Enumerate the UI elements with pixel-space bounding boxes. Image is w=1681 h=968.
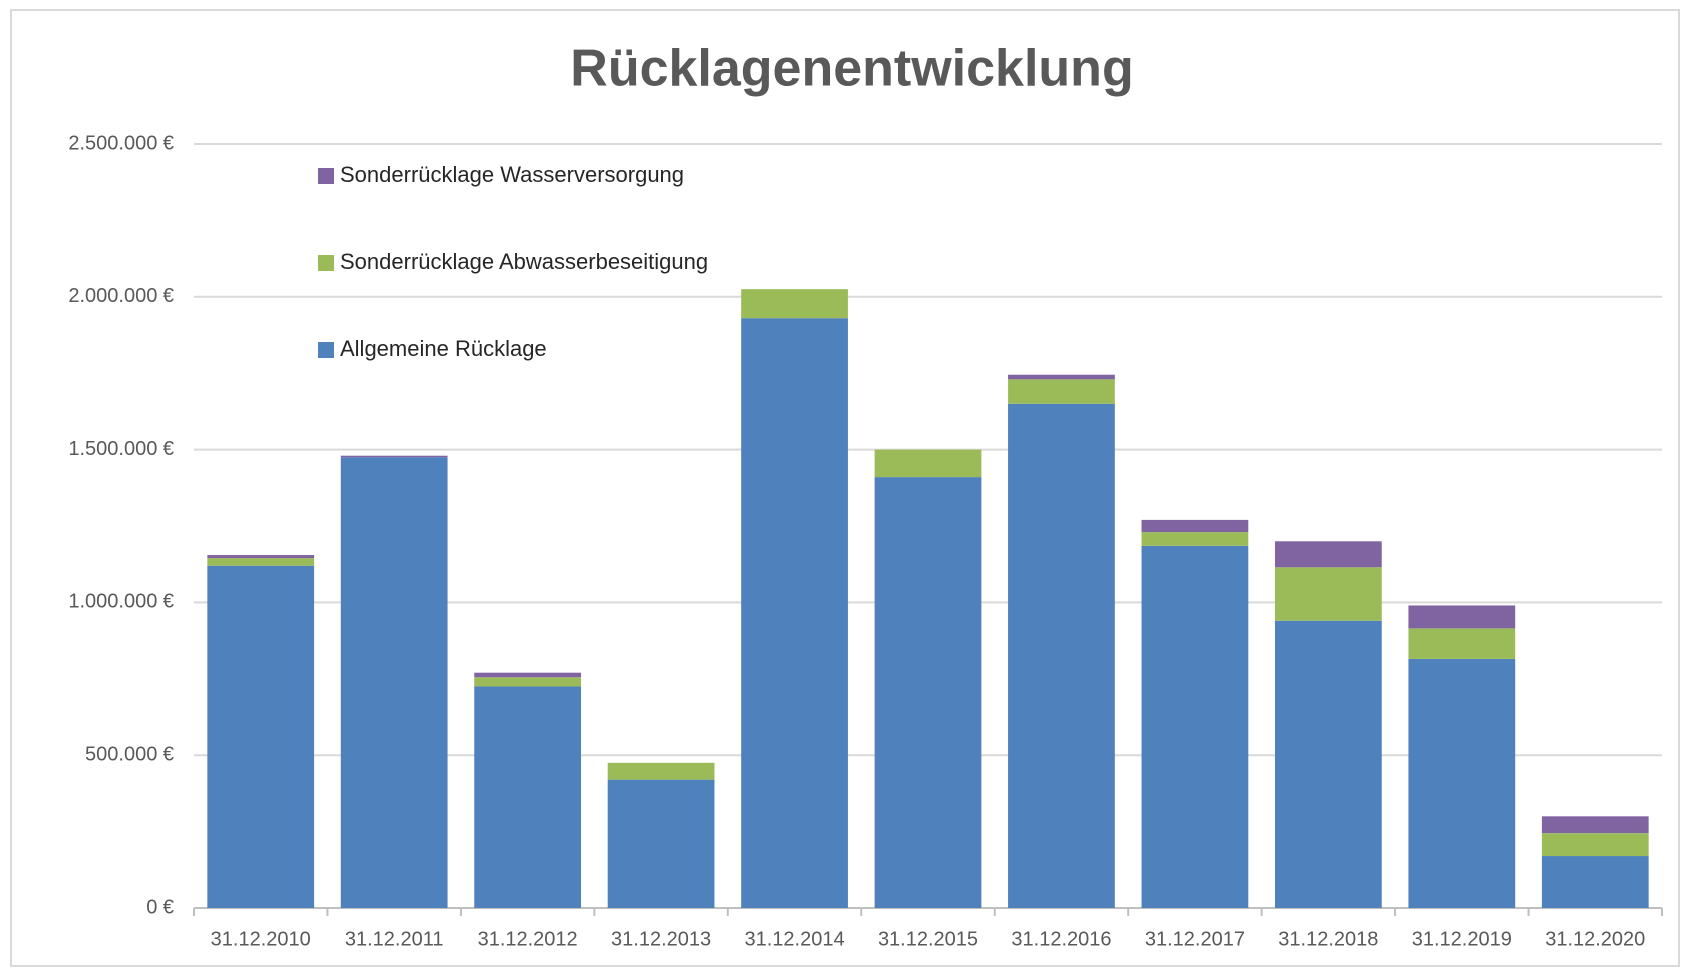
x-tick-label: 31.12.2018 <box>1278 928 1378 950</box>
bar-segment <box>474 672 582 678</box>
bar-segment <box>1274 541 1382 568</box>
y-tick-label: 500.000 € <box>85 743 174 765</box>
bar-segment <box>874 477 982 908</box>
legend-swatch <box>318 342 334 358</box>
bar-segment <box>1408 628 1516 659</box>
bar-segment <box>1541 833 1649 857</box>
x-tick-label: 31.12.2013 <box>611 928 711 950</box>
bar-segment <box>207 555 315 559</box>
bar-segment <box>741 289 848 319</box>
y-tick-label: 0 € <box>146 896 174 918</box>
bar-segment <box>1274 620 1382 908</box>
bar-segment <box>1008 403 1115 908</box>
x-tick-label: 31.12.2016 <box>1011 928 1111 950</box>
bar-segment <box>1141 532 1249 546</box>
bar-segment <box>1008 379 1115 404</box>
bar-segment <box>1408 605 1516 629</box>
bar-segment <box>1141 519 1249 533</box>
legend-swatch <box>318 255 334 271</box>
legend-swatch <box>318 168 334 184</box>
x-tick-label: 31.12.2012 <box>478 928 578 950</box>
bar-segment <box>1541 816 1649 834</box>
chart-title: Rücklagenentwicklung <box>570 40 1133 98</box>
bar-segment <box>474 686 582 908</box>
bar-segment <box>607 762 715 780</box>
x-tick-label: 31.12.2017 <box>1145 928 1245 950</box>
y-tick-label: 2.500.000 € <box>68 132 174 154</box>
bar-segment <box>1408 658 1516 908</box>
y-tick-label: 2.000.000 € <box>68 285 174 307</box>
bar-segment <box>340 455 448 458</box>
bar-segment <box>874 449 982 478</box>
x-tick-label: 31.12.2015 <box>878 928 978 950</box>
bar-segment <box>1008 374 1115 380</box>
bar-segment <box>340 457 448 908</box>
y-tick-label: 1.500.000 € <box>68 438 174 460</box>
legend-label: Sonderrücklage Wasserversorgung <box>340 162 684 187</box>
x-tick-label: 31.12.2014 <box>744 928 844 950</box>
x-tick-label: 31.12.2019 <box>1412 928 1512 950</box>
bar-segment <box>1141 545 1249 908</box>
bar-segment <box>741 318 848 908</box>
x-tick-label: 31.12.2011 <box>345 928 444 950</box>
bar-segment <box>474 677 582 687</box>
x-tick-label: 31.12.2010 <box>211 928 311 950</box>
legend-label: Allgemeine Rücklage <box>340 336 547 361</box>
y-tick-label: 1.000.000 € <box>68 591 174 613</box>
bar-segment <box>607 779 715 908</box>
bar-segment <box>1274 567 1382 621</box>
bar-segment <box>1541 856 1649 908</box>
x-tick-label: 31.12.2020 <box>1545 928 1645 950</box>
bar-segment <box>207 565 315 908</box>
bar-segment <box>207 558 315 566</box>
legend-label: Sonderrücklage Abwasserbeseitigung <box>340 249 708 274</box>
